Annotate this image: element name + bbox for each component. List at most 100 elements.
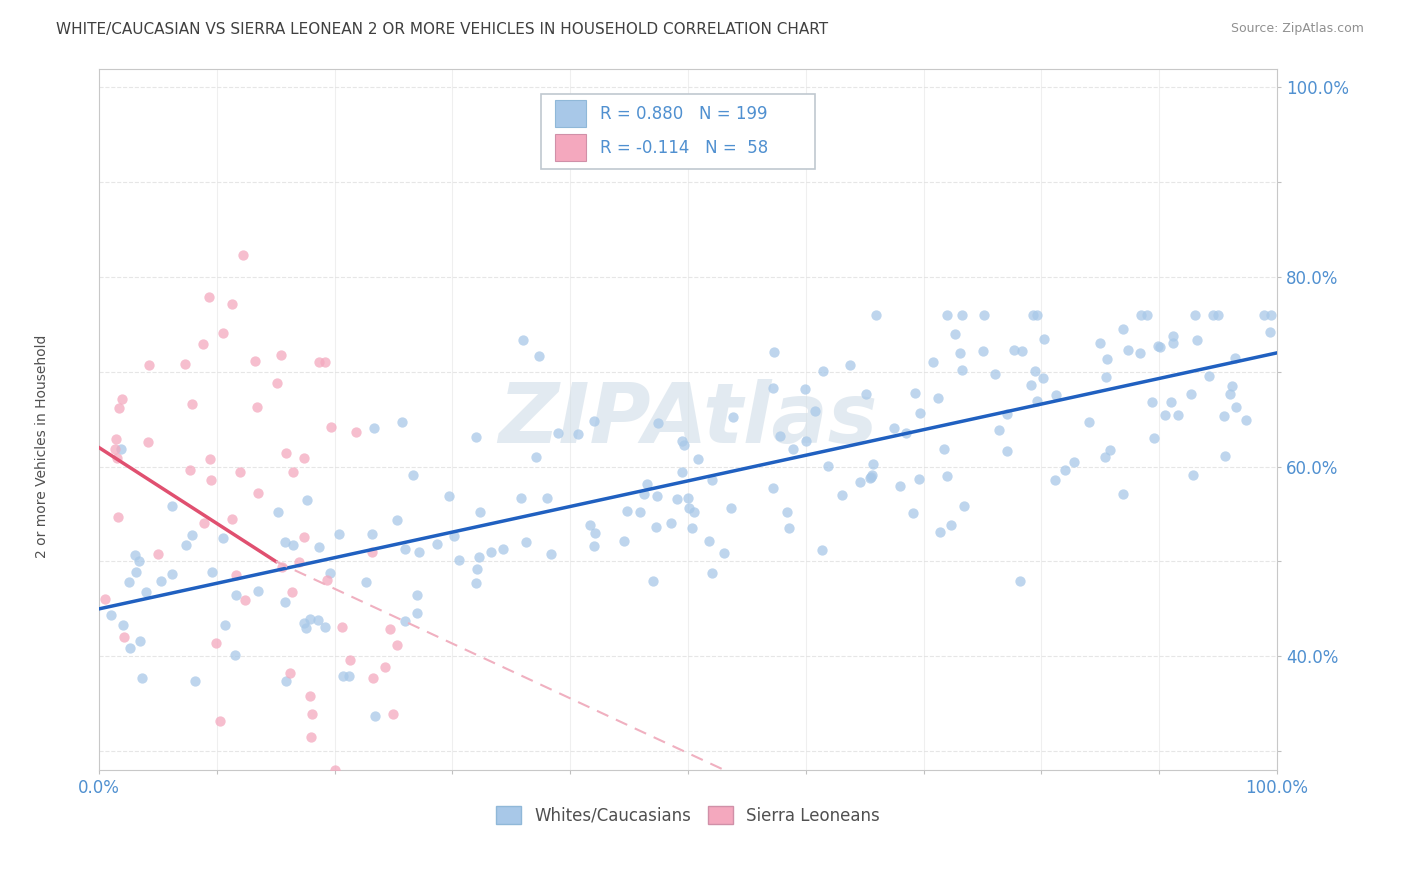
Point xyxy=(645,520,668,534)
Point xyxy=(160,499,183,513)
Point xyxy=(246,584,269,599)
Point xyxy=(1045,388,1067,402)
Point xyxy=(299,689,322,703)
Point xyxy=(191,337,214,351)
Point xyxy=(647,416,669,430)
Point xyxy=(794,434,817,449)
Point xyxy=(1077,415,1099,429)
Point xyxy=(128,633,150,648)
Point xyxy=(509,491,531,506)
Point xyxy=(1234,413,1257,427)
Point xyxy=(659,516,682,530)
Point xyxy=(540,547,562,561)
Point xyxy=(104,442,127,456)
Point xyxy=(295,492,318,507)
Point xyxy=(104,432,127,446)
Point xyxy=(678,491,700,505)
Point xyxy=(702,566,724,580)
Point xyxy=(332,668,354,682)
Point xyxy=(1140,394,1163,409)
Point xyxy=(972,343,994,358)
Point xyxy=(111,392,134,406)
Point xyxy=(883,421,905,435)
Point xyxy=(762,345,785,359)
Point xyxy=(1026,308,1049,322)
Point xyxy=(782,442,804,456)
Point xyxy=(1019,377,1042,392)
Point xyxy=(859,470,882,484)
Point xyxy=(512,333,534,347)
Point xyxy=(1094,369,1116,384)
Point xyxy=(775,505,797,519)
Point xyxy=(1024,364,1046,378)
Point xyxy=(1225,400,1247,414)
Point xyxy=(425,537,447,551)
Point xyxy=(361,671,384,685)
Point xyxy=(1116,343,1139,357)
Point xyxy=(308,355,330,369)
Point xyxy=(211,326,233,340)
Point xyxy=(112,631,135,645)
Point xyxy=(360,527,382,541)
Text: 2 or more Vehicles in Household: 2 or more Vehicles in Household xyxy=(35,334,49,558)
Point xyxy=(295,621,318,635)
Point xyxy=(200,473,222,487)
Point xyxy=(524,450,547,464)
Point xyxy=(292,531,315,545)
Point xyxy=(205,636,228,650)
Point xyxy=(111,618,134,632)
Point xyxy=(468,549,491,564)
Point xyxy=(865,308,887,322)
Point xyxy=(479,545,502,559)
Point xyxy=(1213,449,1236,463)
Point xyxy=(673,438,696,452)
Point xyxy=(995,407,1018,421)
Point xyxy=(862,457,884,471)
Point xyxy=(339,653,361,667)
Point xyxy=(405,606,427,620)
Point xyxy=(394,541,416,556)
Point xyxy=(354,575,377,590)
Point xyxy=(1129,308,1152,322)
Point xyxy=(266,505,288,519)
Point xyxy=(266,376,288,390)
Point xyxy=(907,472,929,486)
Point xyxy=(301,707,323,722)
Point xyxy=(1129,346,1152,360)
Point xyxy=(1136,308,1159,322)
Point xyxy=(247,485,270,500)
Point xyxy=(666,492,689,507)
Point xyxy=(274,674,297,689)
Point xyxy=(443,529,465,543)
Point xyxy=(120,641,142,656)
Point xyxy=(179,463,201,477)
Point xyxy=(697,534,720,549)
Point xyxy=(839,358,862,372)
Point xyxy=(208,714,231,728)
Point xyxy=(671,434,693,448)
Point xyxy=(950,308,973,322)
Point xyxy=(910,405,932,419)
Point xyxy=(810,543,832,558)
Point xyxy=(146,547,169,561)
Point xyxy=(515,535,537,549)
Point xyxy=(932,442,955,456)
Point xyxy=(1225,351,1247,365)
Point xyxy=(378,622,401,636)
Point xyxy=(1160,395,1182,409)
Point xyxy=(174,538,197,552)
Point xyxy=(281,538,304,552)
Point xyxy=(943,327,966,342)
Point xyxy=(344,425,367,439)
Point xyxy=(224,648,246,663)
Point xyxy=(935,308,957,322)
Point xyxy=(408,544,430,558)
Point xyxy=(124,548,146,562)
Point xyxy=(468,505,491,519)
Point xyxy=(319,419,342,434)
Point xyxy=(299,612,322,626)
Point xyxy=(138,358,160,372)
Point xyxy=(778,521,800,535)
Point xyxy=(949,346,972,360)
Point xyxy=(995,444,1018,458)
